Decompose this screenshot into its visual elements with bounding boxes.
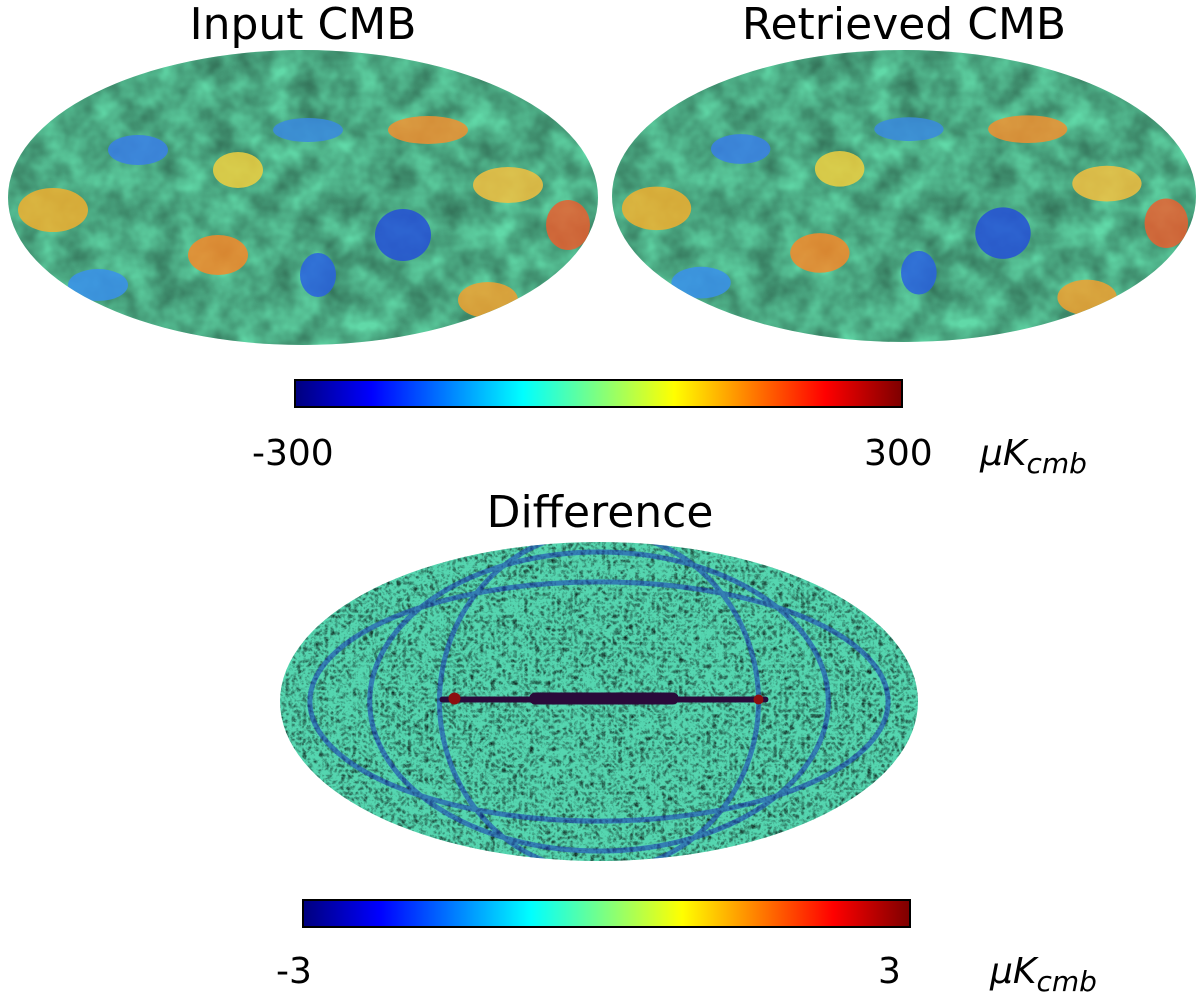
retrieved-cmb-map — [612, 50, 1196, 342]
colorbar-max-label: 300 — [864, 433, 933, 474]
retrieved-cmb-title: Retrieved CMB — [741, 0, 1067, 50]
difference-colorbar — [302, 899, 911, 928]
input-cmb-map — [8, 50, 598, 345]
difference-colorbar-min-label: -3 — [276, 951, 312, 992]
difference-colorbar-unit-label: μKcmb — [990, 952, 1097, 1002]
difference-map — [280, 542, 918, 861]
unit-subscript: cmb — [1036, 965, 1097, 998]
temperature-colorbar — [294, 379, 903, 408]
input-cmb-title: Input CMB — [189, 0, 417, 50]
difference-colorbar-max-label: 3 — [878, 951, 901, 992]
colorbar-unit-label: μKcmb — [980, 434, 1087, 484]
unit-subscript: cmb — [1026, 447, 1087, 480]
colorbar-min-label: -300 — [252, 433, 334, 474]
unit-main: μK — [990, 951, 1037, 992]
unit-main: μK — [980, 433, 1027, 474]
difference-title: Difference — [486, 487, 714, 538]
